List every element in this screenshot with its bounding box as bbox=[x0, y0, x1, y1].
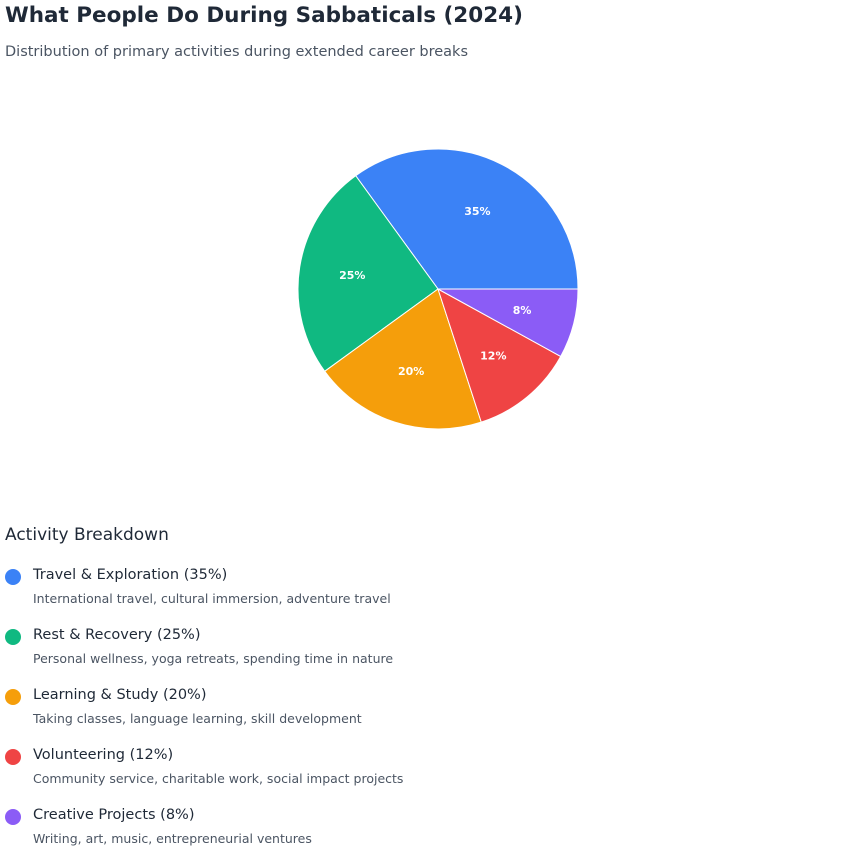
pie-slice bbox=[437, 287, 562, 423]
breakdown-heading: Activity Breakdown bbox=[5, 525, 169, 545]
pie-slice bbox=[297, 175, 439, 372]
legend-description: International travel, cultural immersion… bbox=[33, 591, 391, 606]
page-title: What People Do During Sabbaticals (2024) bbox=[5, 3, 523, 28]
legend-label: Rest & Recovery (25%) bbox=[33, 627, 201, 643]
pie-slice-label: 20% bbox=[398, 365, 424, 378]
page-subtitle: Distribution of primary activities durin… bbox=[5, 44, 469, 60]
legend-color-dot bbox=[5, 749, 21, 765]
legend-description: Writing, art, music, entrepreneurial ven… bbox=[33, 831, 312, 846]
legend-label: Learning & Study (20%) bbox=[33, 687, 207, 703]
pie-slice bbox=[324, 288, 482, 430]
legend-label: Creative Projects (8%) bbox=[33, 807, 195, 823]
pie-slice bbox=[437, 288, 579, 358]
legend-label: Volunteering (12%) bbox=[33, 747, 174, 763]
legend-color-dot bbox=[5, 629, 21, 645]
legend-color-dot bbox=[5, 569, 21, 585]
pie-slice-labels: 35% 25% 20% 12% 8% bbox=[339, 205, 531, 378]
pie-slice-label: 35% bbox=[464, 205, 490, 218]
legend-color-dot bbox=[5, 689, 21, 705]
pie-slice-label: 8% bbox=[513, 304, 532, 317]
legend-description: Personal wellness, yoga retreats, spendi… bbox=[33, 651, 394, 666]
pie-slices bbox=[297, 148, 579, 430]
pie-slice bbox=[355, 148, 579, 290]
legend-color-dot bbox=[5, 809, 21, 825]
pie-chart: 35% 25% 20% 12% 8% bbox=[297, 148, 579, 430]
legend-label: Travel & Exploration (35%) bbox=[33, 567, 228, 583]
legend-description: Taking classes, language learning, skill… bbox=[33, 711, 362, 726]
pie-slice-label: 25% bbox=[339, 269, 365, 282]
legend-description: Community service, charitable work, soci… bbox=[33, 771, 404, 786]
pie-slice-label: 12% bbox=[480, 349, 506, 362]
